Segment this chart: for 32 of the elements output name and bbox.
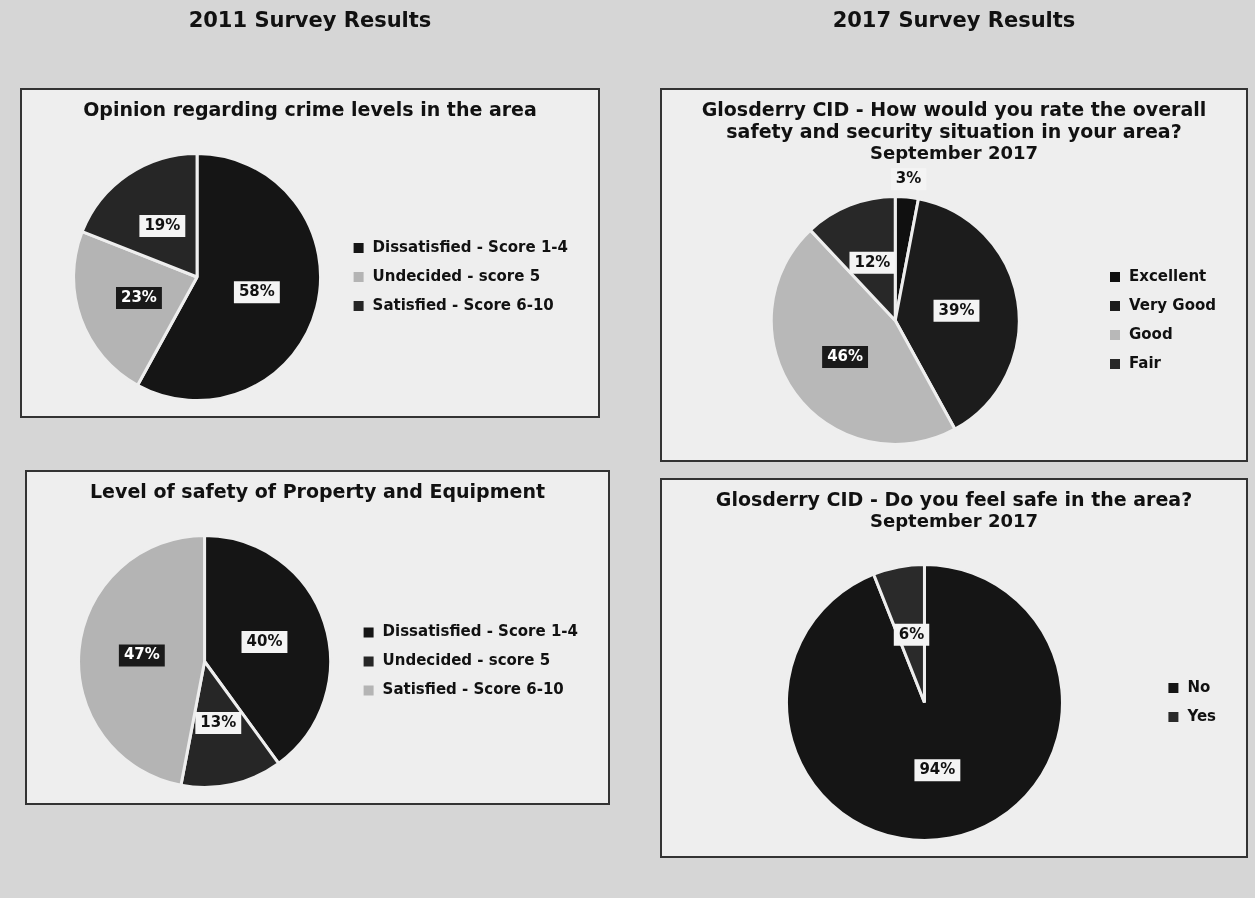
- chart-subtitle: September 2017: [869, 142, 1039, 163]
- text: 2017 Survey Results: [831, 8, 1077, 32]
- legend-label: Dissatisfied - Score 1-4: [372, 237, 568, 256]
- data-label: 19%: [144, 215, 181, 234]
- data-label: 94%: [919, 760, 956, 779]
- data-label: 47%: [123, 645, 160, 664]
- text: 2011 Survey Results: [187, 8, 433, 32]
- chart-title: Glosderry CID - How would you rate the overall safety and security situation in your area?: [700, 97, 1208, 142]
- legend-label: Very Good: [1128, 295, 1217, 314]
- chart-title: Level of safety of Property and Equipment: [89, 479, 546, 502]
- data-label: 39%: [938, 300, 975, 319]
- legend-label: Satisfied - Score 6-10: [372, 295, 554, 314]
- data-label: 46%: [827, 346, 864, 365]
- legend-label: No: [1187, 677, 1211, 696]
- legend-label: Good: [1128, 324, 1173, 343]
- data-label: 6%: [898, 624, 925, 643]
- data-label: 58%: [238, 282, 275, 301]
- legend-label: Excellent: [1128, 266, 1207, 285]
- data-label: 3%: [895, 169, 922, 188]
- legend-label: Yes: [1186, 706, 1217, 725]
- data-label: 12%: [854, 252, 891, 271]
- chart-title: Glosderry CID - Do you feel safe in the area?: [714, 487, 1194, 510]
- chart-title: Opinion regarding crime levels in the area: [82, 97, 538, 120]
- legend-label: Undecided - score 5: [382, 651, 551, 670]
- legend-label: Undecided - score 5: [372, 266, 541, 285]
- data-label: 40%: [246, 631, 283, 650]
- legend-label: Fair: [1128, 353, 1162, 372]
- legend-label: Dissatisfied - Score 1-4: [382, 622, 578, 641]
- data-label: 13%: [200, 712, 237, 731]
- legend-label: Satisfied - Score 6-10: [382, 680, 564, 699]
- data-label: 23%: [121, 287, 157, 306]
- chart-subtitle: September 2017: [869, 510, 1039, 531]
